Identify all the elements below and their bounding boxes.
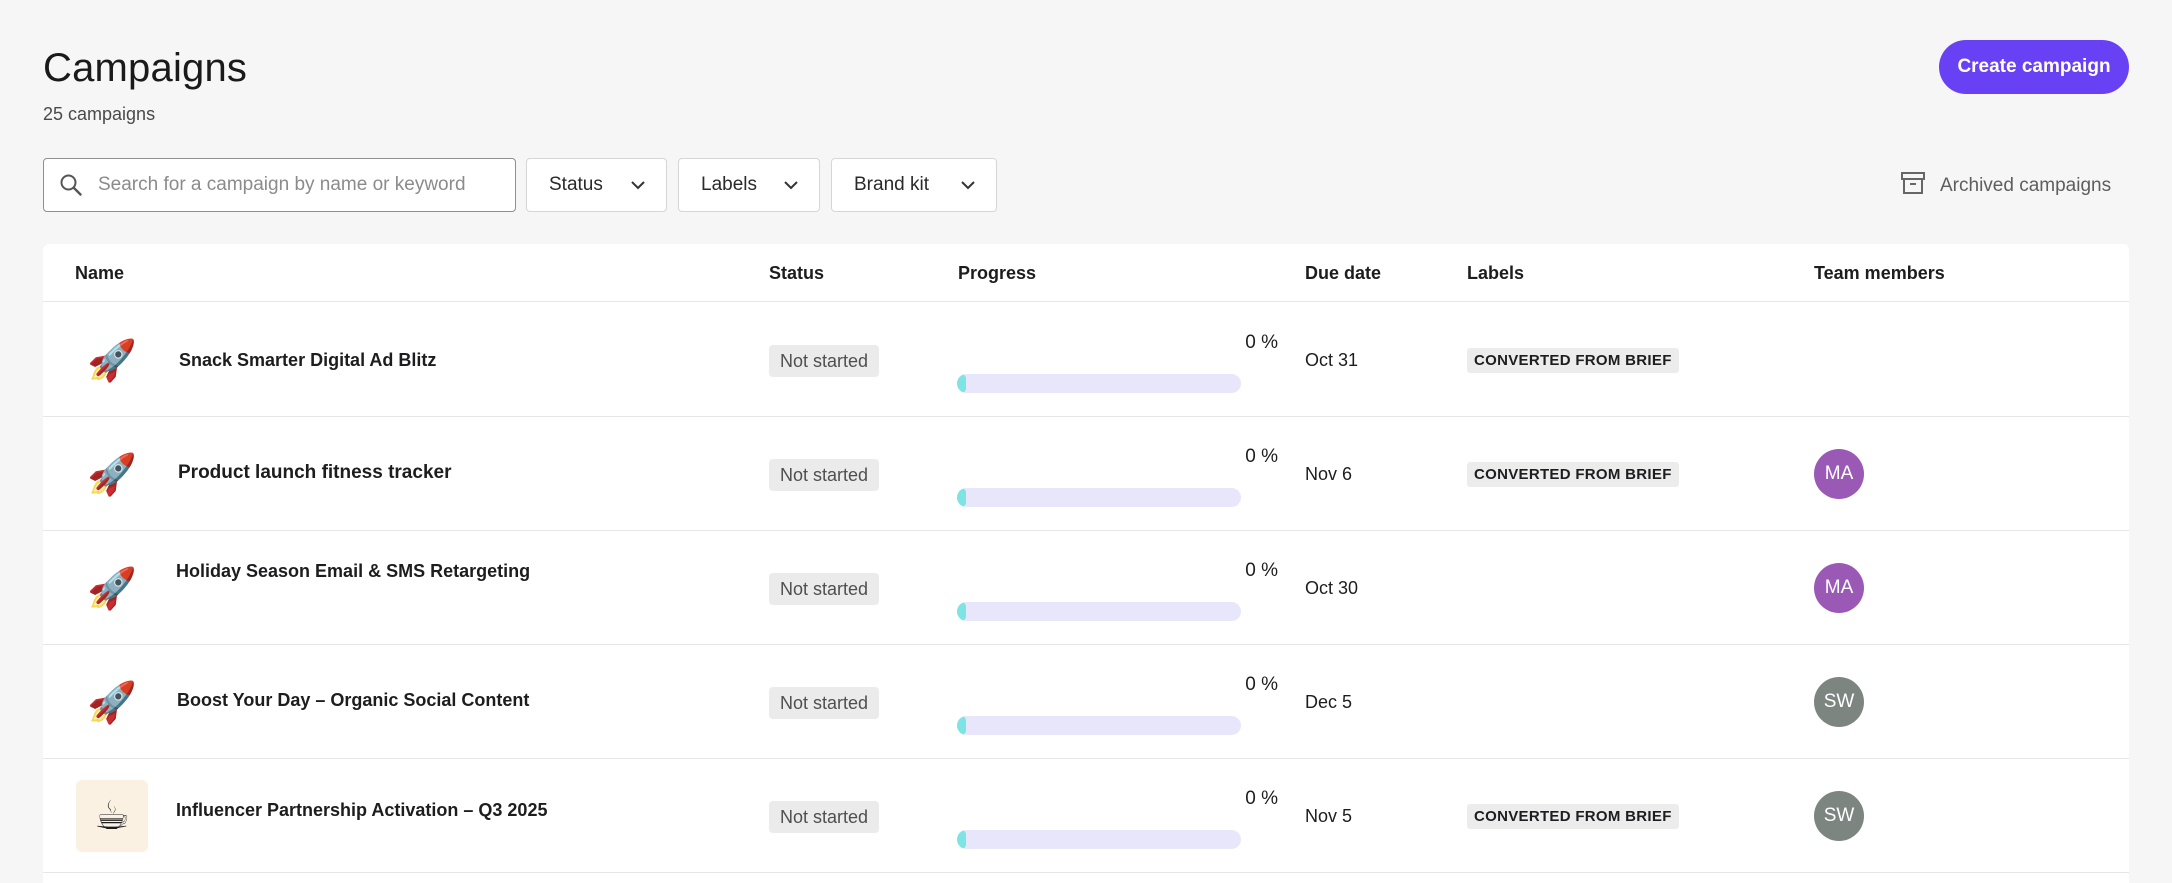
rocket-icon: 🚀 [87, 452, 137, 497]
avatar[interactable]: MA [1814, 449, 1864, 499]
column-header-status[interactable]: Status [769, 263, 825, 283]
due-date: Nov 5 [1305, 806, 1353, 826]
campaign-count: 25 campaigns [43, 104, 156, 124]
archived-campaigns-label: Archived campaigns [1940, 175, 2112, 196]
status-badge: Not started [769, 801, 880, 833]
table-row[interactable]: ☕ Influencer Partnership Activation – Q3… [43, 759, 2129, 873]
progress-bar-fill [957, 830, 966, 849]
column-header-labels[interactable]: Labels [1467, 263, 1525, 283]
rocket-icon: 🚀 [87, 566, 137, 611]
due-date: Oct 30 [1305, 578, 1359, 598]
status-filter-dropdown[interactable]: Status [526, 158, 667, 212]
status-badge: Not started [769, 687, 880, 719]
due-date: Nov 6 [1305, 464, 1353, 484]
rocket-icon: 🚀 [87, 338, 137, 383]
campaigns-table: Name Status Progress Due date Labels Tea… [43, 244, 2129, 883]
progress-bar [957, 830, 1241, 849]
progress-percent: 0 % [1245, 788, 1278, 809]
chevron-down-icon [783, 180, 799, 190]
column-header-team-members[interactable]: Team members [1814, 263, 1945, 283]
brand-kit-filter-label: Brand kit [854, 174, 929, 195]
campaign-name[interactable]: Product launch fitness tracker [178, 462, 452, 483]
search-icon [44, 158, 98, 212]
column-header-due-date[interactable]: Due date [1305, 263, 1382, 283]
progress-percent: 0 % [1245, 332, 1278, 353]
brand-kit-filter-dropdown[interactable]: Brand kit [831, 158, 997, 212]
table-row[interactable]: 🚀 Holiday Season Email & SMS Retargeting… [43, 531, 2129, 645]
label-tag: CONVERTED FROM BRIEF [1467, 462, 1679, 487]
campaign-name[interactable]: Influencer Partnership Activation – Q3 2… [176, 800, 548, 820]
progress-percent: 0 % [1245, 560, 1278, 581]
progress-bar [957, 602, 1241, 621]
label-tag: CONVERTED FROM BRIEF [1467, 804, 1679, 829]
progress-bar-fill [957, 602, 966, 621]
avatar[interactable]: SW [1814, 791, 1864, 841]
campaign-name[interactable]: Boost Your Day – Organic Social Content [177, 690, 530, 710]
progress-percent: 0 % [1245, 446, 1278, 467]
avatar[interactable]: MA [1814, 563, 1864, 613]
rocket-icon: 🚀 [87, 680, 137, 725]
table-header: Name Status Progress Due date Labels Tea… [43, 244, 2129, 302]
search-box[interactable] [43, 158, 516, 212]
progress-bar-fill [957, 716, 966, 735]
status-filter-label: Status [549, 174, 603, 195]
labels-filter-label: Labels [701, 174, 757, 195]
avatar[interactable]: SW [1814, 677, 1864, 727]
labels-filter-dropdown[interactable]: Labels [678, 158, 820, 212]
search-input[interactable] [98, 174, 498, 196]
chevron-down-icon [960, 180, 976, 190]
create-campaign-button[interactable]: Create campaign [1939, 40, 2129, 94]
table-row[interactable]: 🚀 Product launch fitness tracker Not sta… [43, 417, 2129, 531]
campaign-name[interactable]: Snack Smarter Digital Ad Blitz [179, 350, 437, 370]
progress-bar-fill [957, 374, 966, 393]
chevron-down-icon [630, 180, 646, 190]
status-badge: Not started [769, 459, 880, 491]
column-header-progress[interactable]: Progress [958, 263, 1037, 283]
label-tag: CONVERTED FROM BRIEF [1467, 348, 1679, 373]
due-date: Oct 31 [1305, 350, 1359, 370]
progress-bar [957, 716, 1241, 735]
coffee-cup-icon: ☕ [76, 780, 148, 852]
page-title: Campaigns [43, 46, 248, 90]
status-badge: Not started [769, 573, 880, 605]
archive-box-icon [1900, 170, 1926, 202]
column-header-name[interactable]: Name [75, 263, 125, 283]
progress-bar [957, 488, 1241, 507]
progress-bar-fill [957, 488, 966, 507]
progress-bar [957, 374, 1241, 393]
table-row[interactable]: 🚀 Snack Smarter Digital Ad Blitz Not sta… [43, 303, 2129, 417]
progress-percent: 0 % [1245, 674, 1278, 695]
archived-campaigns-link[interactable]: Archived campaigns [1900, 166, 2111, 206]
status-badge: Not started [769, 345, 880, 377]
due-date: Dec 5 [1305, 692, 1353, 712]
table-row[interactable]: 🚀 Boost Your Day – Organic Social Conten… [43, 645, 2129, 759]
campaign-name[interactable]: Holiday Season Email & SMS Retargeting [176, 561, 531, 581]
